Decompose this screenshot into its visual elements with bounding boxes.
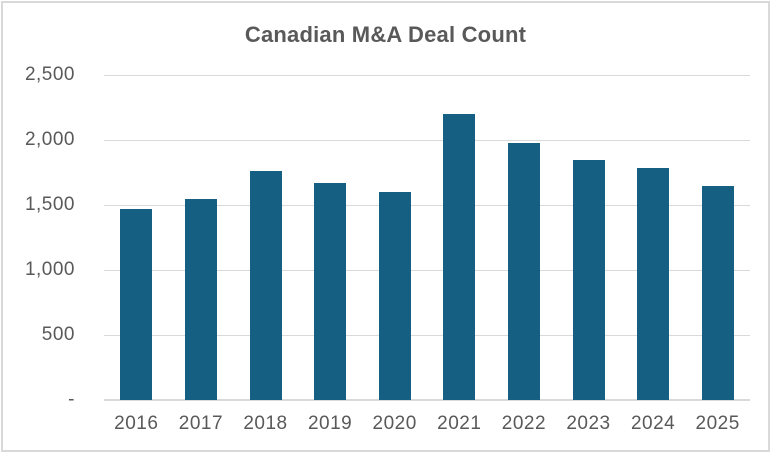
bar-2017 [184, 198, 217, 400]
x-axis-line [104, 399, 750, 401]
y-axis-tick-label: 1,000 [24, 259, 75, 280]
bar-2024 [637, 167, 670, 400]
x-axis-tick-label: 2023 [566, 413, 611, 434]
plot-area [104, 75, 750, 401]
y-axis-tick-label: - [68, 389, 75, 410]
y-axis-tick-label: 2,500 [24, 64, 75, 85]
x-axis-tick-label: 2025 [695, 413, 740, 434]
x-axis-tick-label: 2022 [501, 413, 547, 434]
x-axis-tick-label: 2017 [178, 413, 224, 434]
bar-2022 [507, 142, 540, 400]
x-axis-tick-label: 2020 [372, 413, 417, 434]
x-axis-tick-label: 2024 [630, 413, 676, 434]
bar-2018 [249, 170, 282, 400]
y-axis-tick-label: 500 [41, 324, 75, 345]
bar-2023 [572, 159, 605, 400]
bar-2025 [701, 186, 734, 400]
bar-2016 [120, 208, 153, 400]
bar-2021 [443, 114, 476, 400]
gridline [104, 75, 750, 76]
x-axis-tick-label: 2019 [307, 413, 353, 434]
y-axis-tick-label: 2,000 [24, 129, 75, 150]
y-axis-labels: 2,500 2,000 1,500 1,000 500 - [0, 65, 75, 410]
x-axis-labels: 2016 2017 2018 2019 2020 2021 2022 2023 2024 2025 [104, 413, 750, 437]
x-axis-tick-label: 2018 [243, 413, 288, 434]
gridline [104, 205, 750, 206]
gridline [104, 270, 750, 271]
x-axis-tick-label: 2016 [114, 413, 159, 434]
gridline [104, 335, 750, 336]
x-axis-tick-label: 2021 [437, 413, 482, 434]
y-axis-tick-label: 1,500 [24, 194, 75, 215]
bar-2020 [378, 192, 411, 400]
gridline [104, 140, 750, 141]
chart-title: Canadian M&A Deal Count [244, 22, 527, 47]
bar-2019 [314, 182, 347, 400]
